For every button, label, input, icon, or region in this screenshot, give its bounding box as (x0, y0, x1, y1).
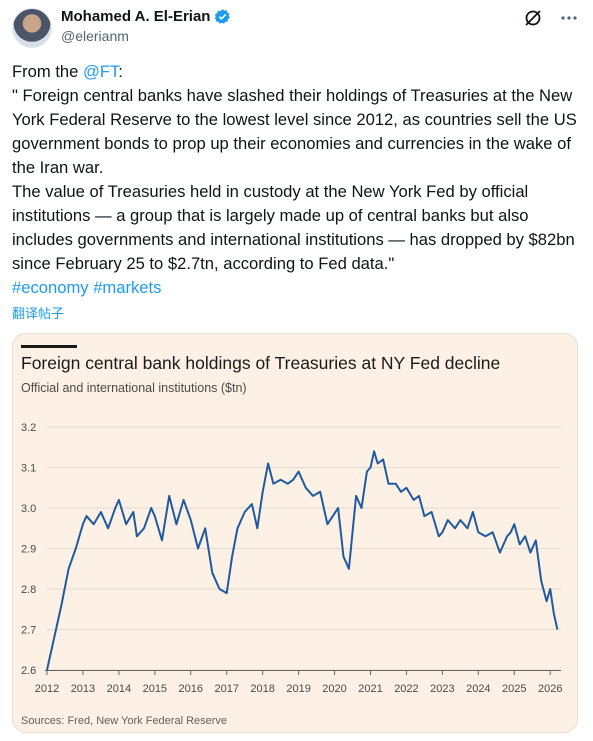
intro-prefix: From the (12, 62, 84, 81)
y-tick-label: 3.1 (21, 463, 36, 475)
author-row: Mohamed A. El-Erian (61, 8, 231, 25)
avatar[interactable] (12, 8, 52, 48)
y-tick-label: 2.6 (21, 665, 36, 677)
tweet-hashtags: #economy #markets (12, 276, 582, 300)
verified-badge-icon (215, 9, 231, 24)
chart-title: Foreign central bank holdings of Treasur… (21, 353, 501, 373)
tweet-header: Mohamed A. El-Erian @elerianm (10, 6, 583, 50)
x-tick-label: 2016 (179, 683, 203, 695)
x-tick-label: 2013 (71, 683, 95, 695)
hashtag-markets[interactable]: #markets (93, 278, 162, 297)
y-tick-label: 3.2 (21, 422, 36, 434)
ft-mention-link[interactable]: @FT (83, 62, 119, 81)
x-tick-label: 2015 (143, 683, 167, 695)
x-tick-label: 2022 (394, 683, 418, 695)
x-tick-label: 2021 (358, 683, 382, 695)
x-tick-label: 2025 (502, 683, 526, 695)
series-line (46, 450, 559, 671)
x-tick-label: 2026 (538, 683, 562, 695)
author-handle[interactable]: @elerianm (61, 28, 129, 44)
header-actions (523, 8, 579, 28)
x-tick-label: 2023 (430, 683, 454, 695)
x-tick-label: 2012 (35, 683, 59, 695)
tweet-paragraph-2: The value of Treasuries held in custody … (12, 182, 575, 273)
chart-accent-bar (21, 345, 77, 348)
y-tick-label: 2.7 (21, 625, 36, 637)
intro-suffix: : (118, 62, 123, 81)
chart-source: Sources: Fred, New York Federal Reserve (21, 715, 228, 727)
grok-icon[interactable] (523, 8, 543, 28)
hashtag-economy[interactable]: #economy (12, 278, 89, 297)
chart-plot: 3.2 3.1 3.0 2.9 2.8 2.7 2.6 2012 2013 2014 2015 201… (21, 422, 562, 695)
tweet-intro: From the @FT: (12, 60, 582, 84)
x-tick-label: 2014 (107, 683, 131, 695)
chart-card[interactable]: Foreign central bank holdings of Treasur… (12, 333, 578, 733)
x-tick-label: 2020 (322, 683, 346, 695)
x-tick-label: 2018 (250, 683, 274, 695)
translate-post-link[interactable]: 翻译帖子 (12, 306, 65, 321)
tweet-body: From the @FT: " Foreign central banks ha… (12, 60, 582, 300)
y-tick-label: 2.9 (21, 544, 36, 556)
y-tick-label: 3.0 (21, 503, 36, 515)
x-tick-label: 2024 (466, 683, 490, 695)
x-tick-label: 2017 (214, 683, 238, 695)
chart-ylabel: Official and international institutions … (21, 381, 247, 395)
y-tick-label: 2.8 (21, 584, 36, 596)
more-options-icon[interactable] (559, 8, 579, 28)
tweet-paragraph-1: " Foreign central banks have slashed the… (12, 86, 577, 177)
x-tick-label: 2019 (286, 683, 310, 695)
author-name[interactable]: Mohamed A. El-Erian (61, 8, 211, 25)
